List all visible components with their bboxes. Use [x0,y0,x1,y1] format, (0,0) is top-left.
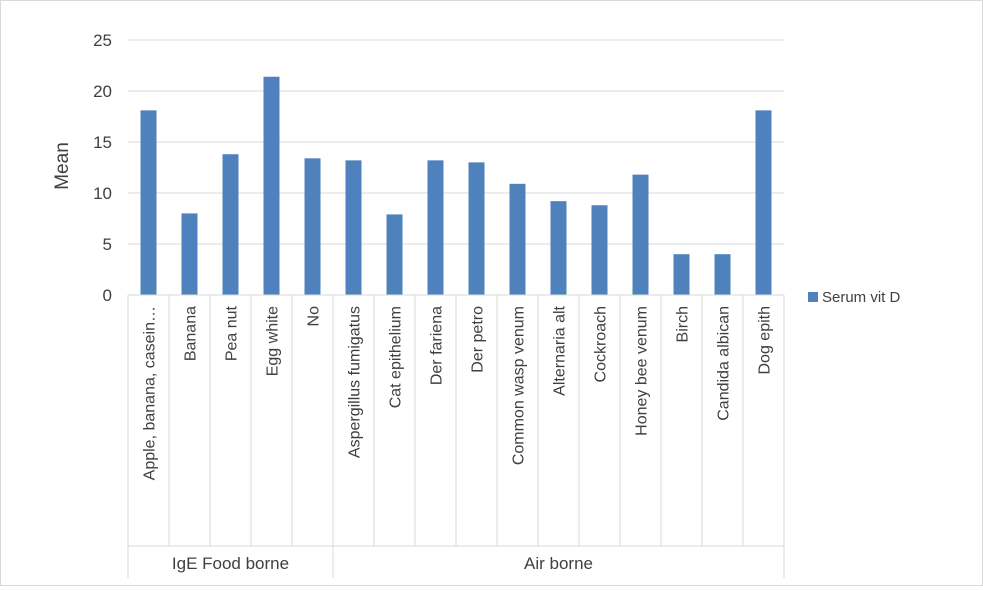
x-tick-label: Banana [183,306,200,361]
y-tick-label: 25 [93,31,112,50]
axes [127,294,785,578]
bar [263,76,280,295]
bar [181,213,198,295]
group-label: IgE Food borne [172,554,289,573]
bar [714,254,731,295]
legend: Serum vit D [808,289,901,306]
y-tick-label: 10 [93,184,112,203]
bar [673,254,690,295]
bar [591,205,608,295]
x-tick-label: Birch [675,306,692,342]
x-tick-label: Apple, banana, casein… [142,306,159,480]
group-labels: IgE Food borne Air borne [172,554,593,573]
x-tick-label: Candida albican [716,306,733,421]
bar [222,154,239,295]
x-tick-label: Pea nut [224,305,241,361]
bars [140,76,772,295]
x-tick-label: Dog epith [757,306,774,375]
x-tick-label: Cockroach [593,306,610,382]
bar [140,110,157,295]
y-tick-label: 0 [103,286,112,305]
x-tick-label: Der fariena [429,306,446,385]
x-tick-label: Honey bee venum [634,306,651,436]
y-tick-labels: 0 5 10 15 20 25 [93,31,112,305]
bar [304,158,321,295]
bar [509,183,526,295]
bar [345,160,362,295]
bar [468,162,485,295]
x-tick-label: No [306,306,323,327]
y-tick-label: 15 [93,133,112,152]
x-tick-labels: Apple, banana, casein… Banana Pea nut Egg w… [142,305,774,480]
legend-swatch [808,292,818,302]
x-tick-label: Common wasp venum [511,306,528,465]
bar [550,201,567,295]
bar [386,214,403,295]
y-axis-title: Mean [52,142,73,190]
bar [632,174,649,295]
x-tick-label: Alternaria alt [552,305,569,395]
x-tick-label: Cat epithelium [388,306,405,408]
y-tick-label: 20 [93,82,112,101]
bar [755,110,772,295]
x-tick-label: Aspergillus fumigatus [347,306,364,458]
group-label: Air borne [524,554,593,573]
x-tick-label: Egg white [265,306,282,376]
y-tick-label: 5 [103,235,112,254]
legend-label: Serum vit D [822,289,901,306]
x-tick-label: Der petro [470,306,487,373]
bar [427,160,444,295]
